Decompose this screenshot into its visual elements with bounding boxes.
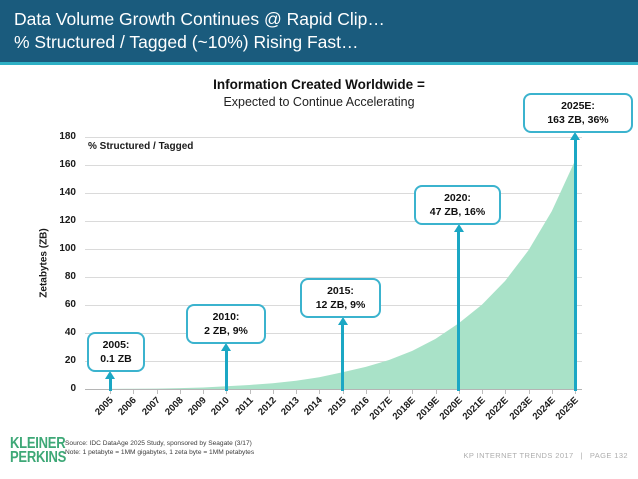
annotation-arrow	[108, 378, 112, 391]
annotation-callout: 2025E: 163 ZB, 36%	[523, 93, 633, 133]
x-tick	[342, 390, 344, 394]
y-tick-label: 0	[70, 383, 76, 394]
logo-line1: KLEINER	[10, 435, 66, 452]
x-tick	[249, 390, 251, 394]
y-tick-label: 20	[64, 355, 76, 366]
annotation-year: 2020:	[444, 192, 471, 204]
source-note: Source: IDC DataAge 2025 Study, sponsore…	[65, 440, 254, 457]
slide-title-line2: % Structured / Tagged (~10%) Rising Fast…	[14, 32, 359, 52]
y-tick-label: 180	[59, 131, 76, 142]
x-tick	[110, 390, 111, 394]
annotation-value: 2 ZB, 9%	[204, 325, 248, 337]
y-tick-label: 100	[59, 243, 76, 254]
x-tick	[365, 390, 367, 394]
annotation-callout: 2015: 12 ZB, 9%	[300, 278, 381, 318]
annotation-value: 0.1 ZB	[100, 353, 132, 365]
x-tick	[156, 390, 158, 394]
gridline	[85, 221, 582, 222]
logo-line2: PERKINS	[10, 449, 67, 466]
x-tick	[551, 390, 553, 394]
annotation-callout: 2020: 47 ZB, 16%	[414, 185, 501, 225]
slide-title-line1: Data Volume Growth Continues @ Rapid Cli…	[14, 9, 385, 29]
y-tick-label: 120	[59, 215, 76, 226]
series-label: % Structured / Tagged	[88, 141, 194, 152]
x-tick	[575, 390, 576, 394]
slide-header: Data Volume Growth Continues @ Rapid Cli…	[0, 0, 638, 62]
annotation-year: 2005:	[102, 339, 130, 351]
annotation-arrowhead	[453, 224, 464, 232]
gridline	[85, 333, 582, 334]
x-tick	[203, 390, 204, 394]
gridline	[85, 249, 582, 250]
x-tick	[528, 390, 530, 394]
source-line1: Source: IDC DataAge 2025 Study, sponsore…	[65, 440, 252, 447]
y-tick-label: 60	[64, 299, 76, 310]
annotation-callout: 2005: 0.1 ZB	[87, 332, 145, 372]
y-tick-label: 140	[59, 187, 76, 198]
annotation-arrow	[457, 231, 461, 391]
y-tick-label: 40	[64, 327, 76, 338]
y-tick-label: 160	[59, 159, 76, 170]
annotation-arrowhead	[570, 132, 580, 140]
annotation-arrowhead	[105, 371, 115, 379]
gridline	[85, 137, 582, 138]
deck-label: KP INTERNET TRENDS 2017	[463, 451, 574, 460]
x-tick	[272, 390, 274, 394]
annotation-year: 2015:	[327, 285, 354, 297]
page-number: PAGE 132	[589, 451, 628, 460]
annotation-arrowhead	[221, 343, 232, 351]
kleiner-perkins-logo: KLEINER PERKINS	[10, 435, 67, 466]
annotation-arrow	[573, 139, 577, 391]
x-tick	[412, 390, 414, 394]
header-accent-strip	[0, 62, 638, 65]
x-tick	[296, 390, 297, 394]
x-tick	[319, 390, 321, 394]
annotation-value: 12 ZB, 9%	[315, 299, 366, 311]
x-tick	[458, 390, 460, 394]
chart-subtitle: Expected to Continue Accelerating	[223, 95, 415, 109]
x-tick	[389, 390, 390, 394]
x-tick	[133, 390, 135, 394]
annotation-arrow	[341, 324, 344, 391]
chart-title: Information Created Worldwide =	[213, 77, 425, 92]
annotation-arrowhead	[337, 317, 348, 325]
x-tick	[505, 390, 507, 394]
annotation-year: 2025E:	[561, 100, 595, 112]
footer-page-info: KP INTERNET TRENDS 2017 | PAGE 132	[463, 451, 628, 460]
y-tick-label: 80	[64, 271, 76, 282]
annotation-callout: 2010: 2 ZB, 9%	[186, 304, 266, 344]
y-axis-title: Zetabytes (ZB)	[38, 228, 50, 298]
x-tick	[179, 390, 181, 394]
x-tick	[435, 390, 437, 394]
x-axis-line	[85, 389, 582, 390]
source-line2: Note: 1 petabyte = 1MM gigabytes, 1 zeta…	[65, 448, 255, 456]
annotation-arrow	[224, 350, 228, 391]
gridline	[85, 361, 582, 362]
annotation-value: 47 ZB, 16%	[429, 206, 486, 218]
footer-separator: |	[580, 451, 583, 460]
x-tick	[482, 390, 483, 394]
x-tick	[226, 390, 228, 394]
annotation-value: 163 ZB, 36%	[547, 114, 609, 126]
annotation-year: 2010:	[212, 311, 240, 323]
gridline	[85, 165, 582, 166]
gridline	[85, 193, 582, 194]
